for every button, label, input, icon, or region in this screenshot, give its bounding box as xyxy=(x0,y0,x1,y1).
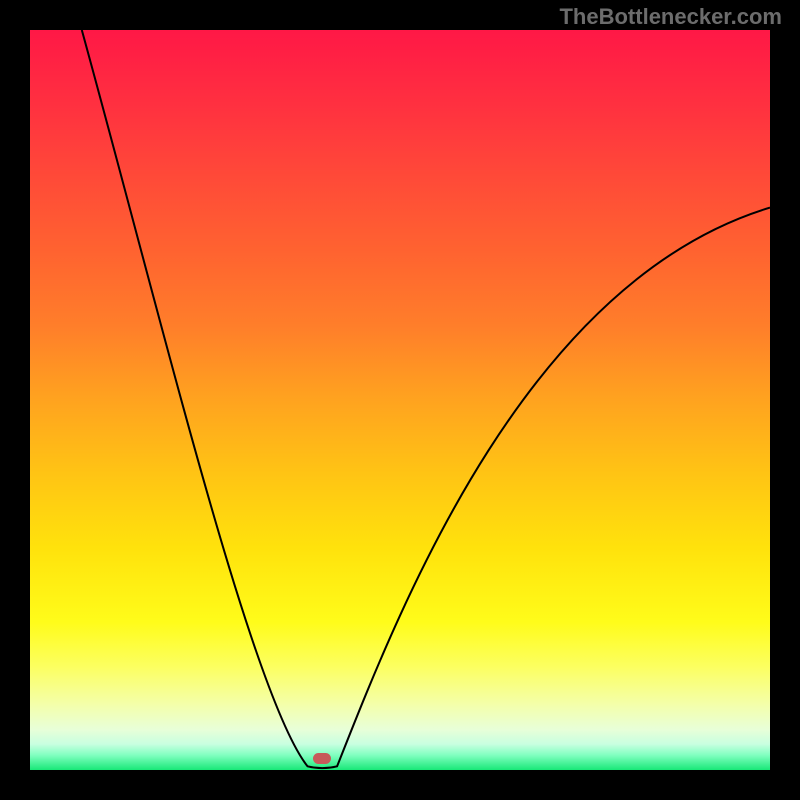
curve-path xyxy=(82,30,770,768)
watermark-label: TheBottlenecker.com xyxy=(559,4,782,30)
bottleneck-curve xyxy=(30,30,770,770)
chart-container: TheBottlenecker.com xyxy=(0,0,800,800)
minimum-marker xyxy=(313,753,331,764)
plot-area xyxy=(30,30,770,770)
